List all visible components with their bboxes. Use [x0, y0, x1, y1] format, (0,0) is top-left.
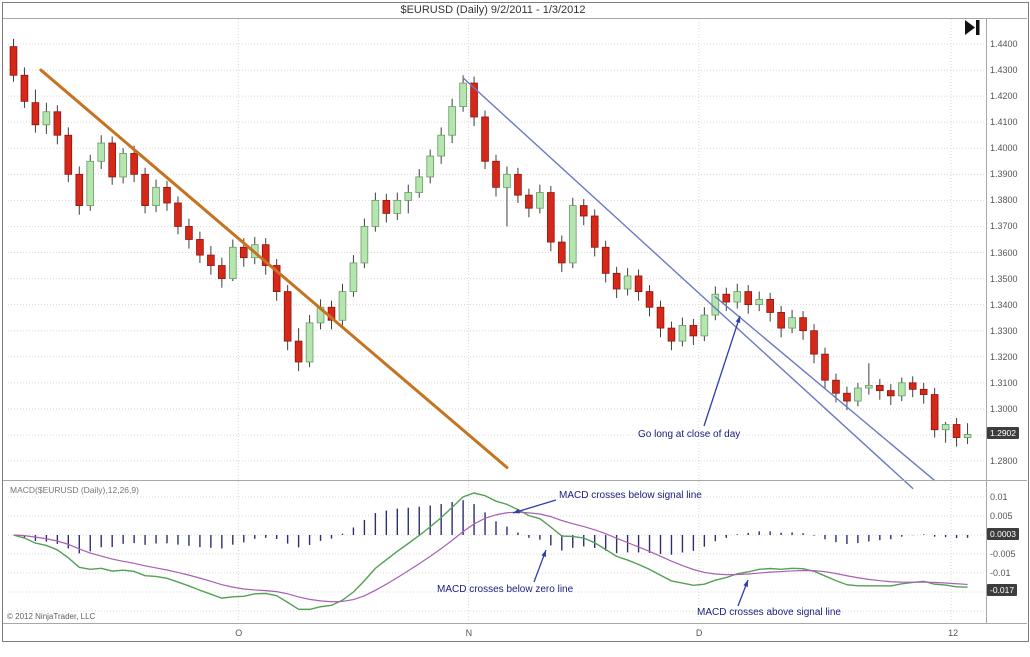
macd-histogram[interactable]	[13, 500, 969, 555]
annotation-macd-below-signal[interactable]: MACD crosses below signal line	[559, 490, 702, 501]
price-axis-separator	[986, 18, 987, 623]
time-axis-label: O	[235, 628, 243, 638]
time-axis-label: N	[465, 628, 473, 638]
price-axis-tick: 1.3500	[990, 273, 1018, 284]
copyright-text: © 2012 NinjaTrader, LLC	[7, 612, 96, 621]
go-to-end-icon	[965, 20, 980, 35]
price-axis-tick: 1.4000	[990, 143, 1018, 154]
price-axis-tick: 1.2800	[990, 456, 1018, 466]
wedge-lower-line[interactable]	[714, 296, 936, 482]
chart-title: $EURUSD (Daily) 9/2/2011 - 1/3/2012	[400, 4, 586, 16]
trendlines[interactable]	[39, 68, 936, 490]
macd-axis-tick: 0.005	[990, 511, 1013, 521]
price-axis-tick: 1.4100	[990, 117, 1018, 128]
panel-splitter[interactable]	[3, 480, 1027, 481]
macd-signal-line[interactable]	[13, 511, 968, 603]
price-axis-tick: 1.3200	[990, 351, 1018, 362]
downtrend-line[interactable]	[39, 68, 509, 470]
macd-axis-tick: -0.005	[990, 549, 1016, 559]
annotation-macd-below-zero[interactable]: MACD crosses below zero line	[437, 584, 574, 595]
annotation-arrows	[512, 315, 749, 607]
price-axis-tick: 1.3000	[990, 403, 1018, 414]
macd-diff-badge: 0.0003	[987, 528, 1019, 540]
price-axis-tick: 1.3900	[990, 169, 1018, 180]
time-axis-separator	[3, 623, 1027, 624]
time-axis-label: 12	[948, 628, 959, 638]
price-axis-tick: 1.3100	[990, 377, 1018, 388]
price-axis-tick: 1.3300	[990, 325, 1018, 336]
go-to-end-button[interactable]	[962, 19, 982, 36]
macd-value-badge: -0.017	[987, 584, 1018, 596]
wedge-upper-line[interactable]	[462, 77, 914, 490]
annotation-go-long[interactable]: Go long at close of day	[638, 429, 741, 440]
price-axis-tick: 1.3800	[990, 195, 1018, 206]
time-axis-label: D	[695, 628, 703, 638]
price-axis-tick: 1.4200	[990, 91, 1018, 102]
price-axis-tick: 1.4400	[990, 39, 1018, 49]
macd-indicator-label: MACD($EURUSD (Daily),12,26,9)	[10, 485, 139, 495]
title-separator	[3, 18, 1027, 19]
gridlines	[8, 19, 984, 622]
price-axis-tick: 1.3400	[990, 299, 1018, 310]
macd-axis-tick: 0.01	[990, 492, 1008, 502]
annotation-macd-above-signal[interactable]: MACD crosses above signal line	[697, 607, 841, 618]
last-price-badge: 1.2902	[987, 427, 1019, 439]
price-axis-tick: 1.4300	[990, 65, 1018, 76]
price-axis-tick: 1.3700	[990, 221, 1018, 232]
candlesticks[interactable]	[9, 38, 972, 447]
macd-axis-tick: -0.01	[990, 568, 1011, 578]
price-axis-tick: 1.3600	[990, 247, 1018, 258]
